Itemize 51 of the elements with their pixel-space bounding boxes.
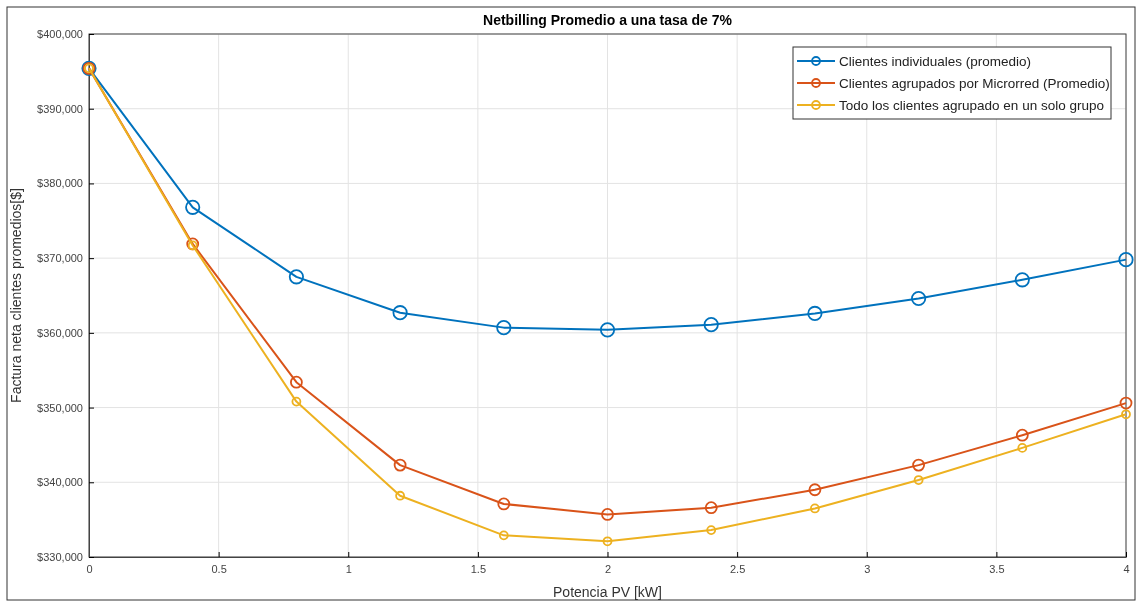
point — [1118, 252, 1134, 268]
point — [291, 396, 302, 407]
legend-label: Clientes individuales (promedio) — [839, 54, 1032, 69]
y-tick-label: $380,000 — [37, 177, 83, 190]
x-tick-label: 0.5 — [211, 562, 227, 575]
point — [601, 508, 614, 521]
point — [1015, 428, 1029, 442]
x-tick-label: 0 — [86, 562, 93, 575]
x-tick-label: 3.5 — [989, 562, 1005, 575]
y-tick-label: $330,000 — [37, 551, 83, 564]
point — [393, 458, 407, 472]
point — [706, 525, 717, 535]
y-tick-label: $350,000 — [37, 401, 83, 414]
legend-label: Clientes agrupados por Microrred (Promedio) — [839, 76, 1110, 91]
legend-label: Todo los clientes agrupado en un solo grupo — [839, 98, 1104, 113]
x-axis-title: Potencia PV [kW] — [553, 584, 662, 600]
point — [288, 269, 304, 285]
point — [911, 290, 927, 307]
y-axis-title: Factura neta clientes promedios[$] — [8, 188, 24, 403]
point — [703, 317, 719, 333]
point — [1119, 396, 1133, 410]
point — [497, 497, 511, 511]
point — [1121, 409, 1131, 420]
point — [392, 305, 408, 321]
point — [185, 199, 201, 215]
point — [395, 490, 405, 501]
y-tick-label: $370,000 — [37, 252, 83, 265]
point — [498, 530, 509, 541]
x-tick-label: 2.5 — [729, 562, 746, 575]
point — [808, 483, 822, 497]
y-tick-label: $400,000 — [37, 28, 83, 41]
point — [913, 475, 924, 485]
y-tick-label: $360,000 — [37, 326, 83, 339]
point — [602, 536, 613, 547]
point — [810, 503, 820, 514]
x-tick-label: 2 — [604, 562, 612, 575]
x-tick-label: 1.5 — [470, 562, 487, 575]
point — [599, 322, 616, 338]
point — [1014, 272, 1030, 288]
point — [290, 375, 303, 389]
x-tick-label: 1 — [345, 562, 352, 575]
x-tick-label: 3 — [864, 562, 871, 575]
point — [807, 305, 823, 321]
y-tick-label: $390,000 — [37, 102, 83, 115]
point — [912, 458, 925, 472]
x-tick-label: 4 — [1123, 562, 1130, 575]
point — [704, 501, 718, 515]
point — [1017, 443, 1028, 453]
point — [496, 320, 512, 336]
chart-title: Netbilling Promedio a una tasa de 7% — [483, 12, 733, 28]
y-tick-label: $340,000 — [37, 476, 83, 489]
